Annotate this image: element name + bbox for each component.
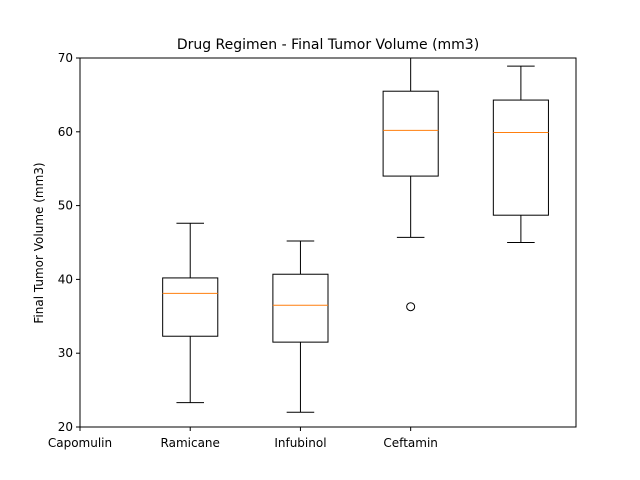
box-group [492,65,549,243]
x-axis: Capomulin Ramicane Infubinol Ceftamin [48,427,438,450]
y-axis-label: Final Tumor Volume (mm3) [32,162,46,323]
y-axis: 20 30 40 50 60 70 [58,51,80,434]
plot-marks [162,58,549,413]
x-tick-label: Capomulin [48,436,112,450]
box-group [162,222,219,404]
outlier-point [406,302,416,312]
iqr-box [162,277,219,337]
x-tick-label: Ceftamin [383,436,437,450]
y-tick-label: 70 [58,51,73,65]
x-tick-label: Ramicane [161,436,220,450]
plot-frame [79,57,577,428]
y-tick-label: 20 [58,420,73,434]
x-tick-label: Infubinol [274,436,326,450]
y-tick-label: 60 [58,125,73,139]
iqr-box [272,273,329,343]
y-tick-label: 50 [58,199,73,213]
y-tick-label: 30 [58,346,73,360]
iqr-box [492,99,549,216]
box-group [272,240,329,413]
chart-title: Drug Regimen - Final Tumor Volume (mm3) [177,37,479,53]
iqr-box [382,90,439,177]
box-group [382,58,439,312]
y-tick-label: 40 [58,272,73,286]
